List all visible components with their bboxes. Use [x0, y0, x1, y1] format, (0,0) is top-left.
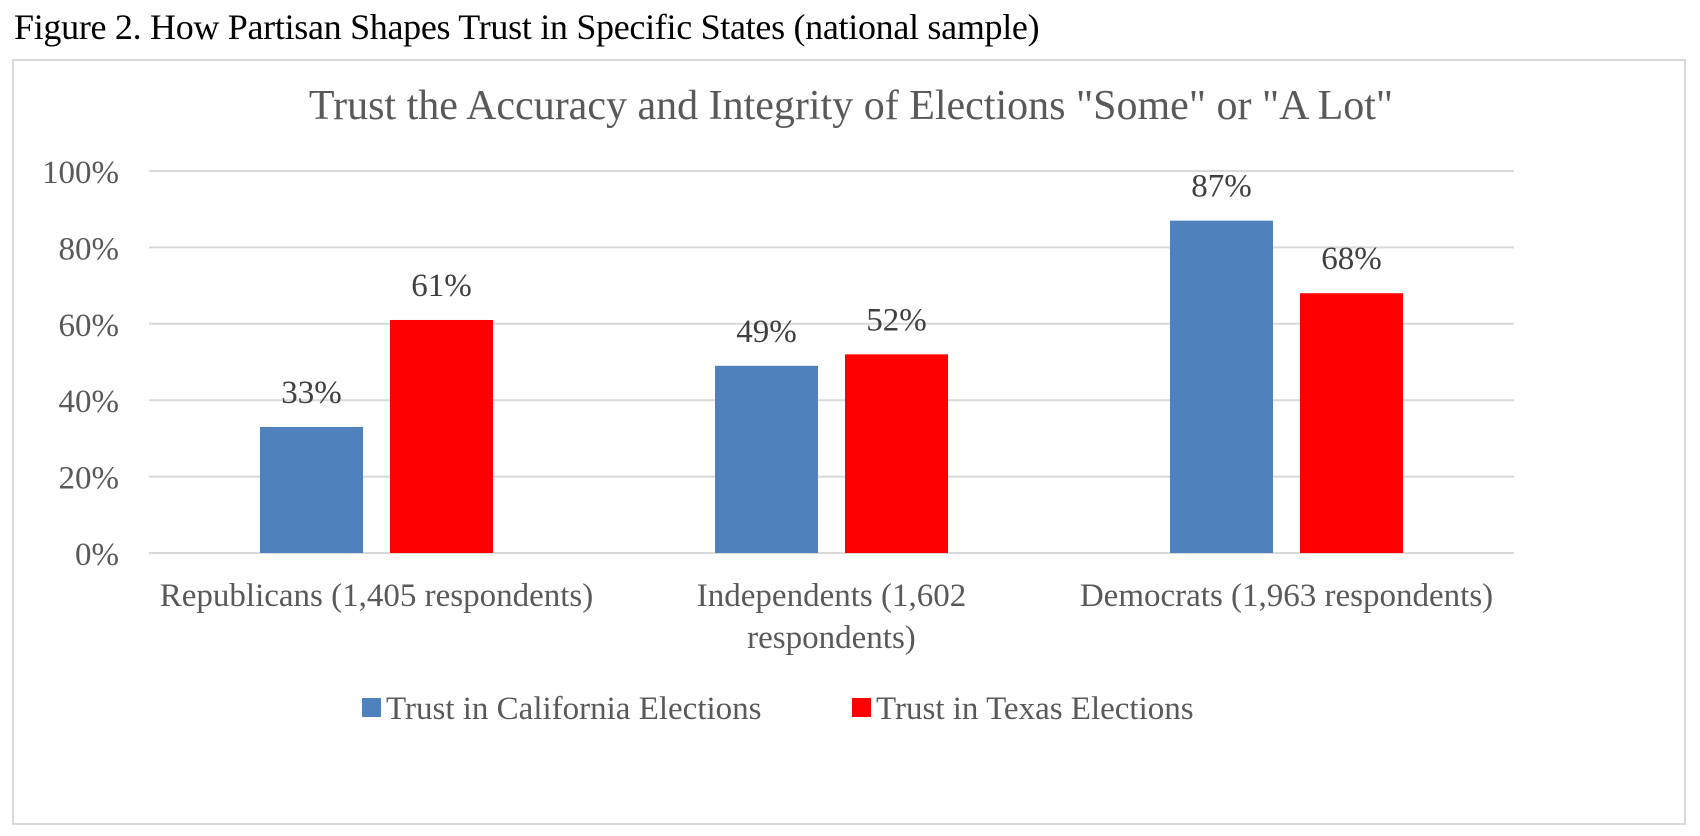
- data-label: 61%: [411, 268, 472, 304]
- bar-texas: [1300, 293, 1403, 553]
- y-tick-label: 0%: [75, 537, 119, 573]
- data-label: 49%: [736, 314, 797, 350]
- data-label: 52%: [866, 302, 927, 338]
- bar-texas: [390, 319, 493, 553]
- bar-chart: Trust the Accuracy and Integrity of Elec…: [42, 83, 1514, 727]
- data-labels: 33% 61% 49% 52% 87% 68%: [281, 169, 1382, 411]
- data-label: 33%: [281, 375, 342, 411]
- legend-swatch-texas: [852, 698, 871, 717]
- category-labels: Republicans (1,405 respondents) Independe…: [160, 578, 1493, 656]
- y-tick-label: 60%: [59, 308, 120, 344]
- data-label: 68%: [1321, 241, 1382, 277]
- category-label: Democrats (1,963 respondents): [1080, 578, 1493, 614]
- bars: [260, 220, 1403, 553]
- bar-california: [1170, 220, 1273, 553]
- y-tick-label: 80%: [59, 231, 120, 267]
- y-tick-label: 100%: [42, 155, 119, 191]
- legend-swatch-california: [362, 698, 381, 717]
- data-label: 87%: [1191, 169, 1252, 205]
- legend-label: Trust in Texas Elections: [876, 691, 1194, 727]
- y-tick-label: 40%: [59, 384, 120, 420]
- y-tick-label: 20%: [59, 461, 120, 497]
- chart-frame: Trust the Accuracy and Integrity of Elec…: [12, 59, 1686, 825]
- chart-title: Trust the Accuracy and Integrity of Elec…: [309, 83, 1393, 129]
- figure-caption: Figure 2. How Partisan Shapes Trust in S…: [14, 7, 1040, 47]
- bar-california: [260, 426, 363, 553]
- legend: Trust in California Elections Trust in Te…: [362, 691, 1194, 727]
- legend-label: Trust in California Elections: [386, 691, 762, 727]
- category-label: Independents (1,602: [697, 578, 966, 614]
- gridlines: [149, 170, 1514, 554]
- category-label: respondents): [747, 620, 916, 656]
- bar-california: [715, 365, 818, 553]
- y-axis-ticks: 0% 20% 40% 60% 80% 100%: [42, 155, 119, 573]
- category-label: Republicans (1,405 respondents): [160, 578, 594, 614]
- bar-texas: [845, 354, 948, 553]
